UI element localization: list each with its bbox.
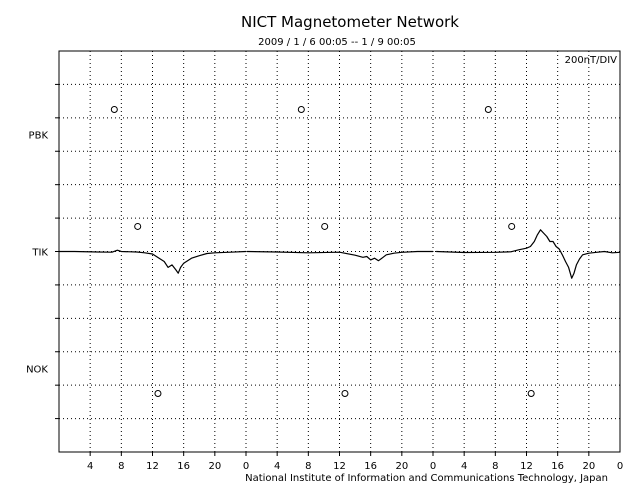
daily-marker-nok [527, 390, 535, 398]
series-lines [59, 229, 621, 279]
daily-marker-nok [341, 390, 349, 398]
chart-date-range: 2009 / 1 / 6 00:05 -- 1 / 9 00:05 [258, 37, 416, 48]
x-tick-label: 20 [208, 461, 221, 472]
x-tick-label: 0 [617, 461, 623, 472]
x-tick-label: 0 [430, 461, 436, 472]
x-tick-label: 4 [87, 461, 93, 472]
x-axis: 4 8 12 16 20 0 4 8 12 16 20 0 4 8 12 16 20 0 [87, 461, 623, 472]
x-tick-label: 12 [333, 461, 346, 472]
x-tick-label: 12 [520, 461, 533, 472]
daily-marker-tik [134, 222, 142, 230]
daily-marker-pbk [484, 105, 492, 113]
x-tick-label: 20 [395, 461, 408, 472]
series-line-tik [246, 250, 433, 262]
daily-marker-nok [154, 390, 162, 398]
x-tick-label: 8 [118, 461, 124, 472]
y-axis: PBK TIK NOK [26, 131, 48, 376]
x-tick-label: 4 [461, 461, 467, 472]
x-tick-label: 16 [177, 461, 190, 472]
daily-marker-pbk [297, 105, 305, 113]
x-tick-label: 20 [582, 461, 595, 472]
station-label-pbk: PBK [29, 131, 49, 142]
grid [55, 51, 620, 456]
credit-text: National Institute of Information and Co… [245, 473, 608, 484]
series-line-tik [59, 249, 247, 274]
markers [110, 105, 535, 398]
x-tick-label: 8 [492, 461, 498, 472]
daily-marker-pbk [110, 105, 118, 113]
scale-label: 200nT/DIV [565, 55, 618, 66]
chart-title: NICT Magnetometer Network [241, 13, 459, 31]
station-label-tik: TIK [31, 248, 48, 259]
station-label-nok: NOK [26, 364, 48, 375]
series-line-tik [436, 229, 621, 279]
x-tick-label: 4 [274, 461, 280, 472]
daily-marker-tik [321, 222, 329, 230]
x-tick-label: 0 [243, 461, 249, 472]
x-tick-label: 16 [364, 461, 377, 472]
x-tick-label: 16 [551, 461, 564, 472]
x-tick-label: 12 [146, 461, 159, 472]
x-tick-label: 8 [305, 461, 311, 472]
daily-marker-tik [508, 222, 516, 230]
